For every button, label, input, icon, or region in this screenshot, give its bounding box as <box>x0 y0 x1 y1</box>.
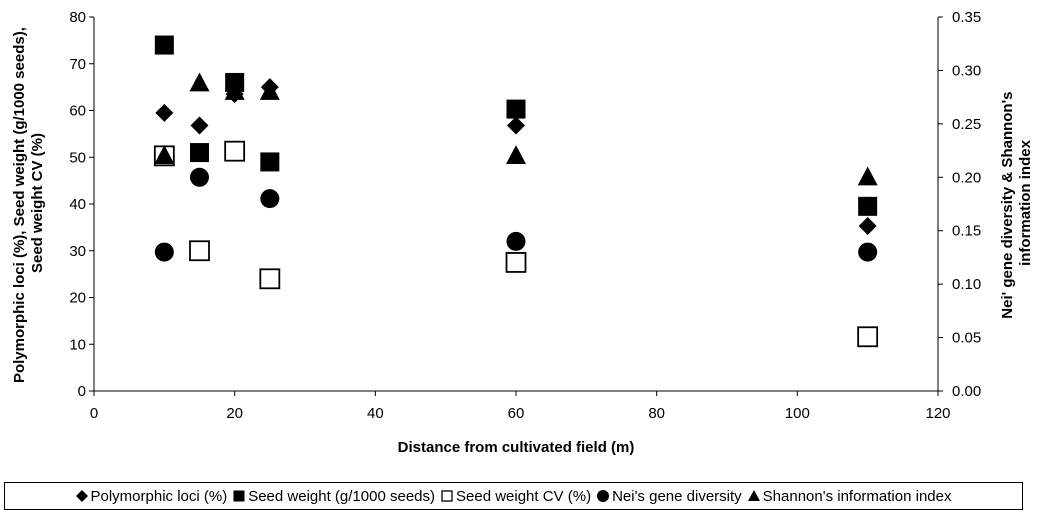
legend-square-filled <box>233 490 245 502</box>
left-y-tick-label: 60 <box>69 103 86 120</box>
x-tick-label: 60 <box>508 405 525 422</box>
data-point-square <box>154 35 174 55</box>
x-tick-label: 20 <box>226 405 243 422</box>
data-point-diamond <box>260 78 279 97</box>
data-points <box>153 35 879 348</box>
legend-label: Seed weight CV (%) <box>456 487 592 505</box>
right-y-axis-title-line2: information index <box>1017 139 1034 265</box>
data-point-square <box>190 143 209 163</box>
left-y-tick-label: 30 <box>69 243 86 260</box>
legend-marker-diamond-icon <box>75 490 88 502</box>
data-point-square <box>224 140 246 162</box>
legend-item: Polymorphic loci (%) <box>75 487 228 505</box>
legend-item: Seed weight CV (%) <box>441 488 591 505</box>
data-point-circle <box>858 242 878 262</box>
data-point-circle <box>154 242 174 262</box>
left-y-tick-label: 70 <box>69 56 86 73</box>
x-tick-label: 0 <box>90 405 98 422</box>
data-point-square <box>505 252 527 273</box>
legend-marker-circle-icon <box>597 490 610 502</box>
right-y-tick-label: 0.15 <box>952 223 981 240</box>
data-point-square <box>858 196 878 216</box>
data-point-diamond <box>507 116 525 135</box>
legend-square-open <box>441 490 453 502</box>
x-tick-label: 120 <box>925 405 950 422</box>
scatter-chart: 0 20 40 60 80 100 120 0 10 20 30 40 50 60 70 80 0.00 0.05… <box>11 9 1034 456</box>
right-y-axis-title: Nei' gene diversity & Shannon's informat… <box>999 87 1034 318</box>
legend-diamond <box>75 490 88 502</box>
legend-marker-square-filled-icon <box>233 490 245 502</box>
left-y-tick-label: 20 <box>69 290 86 307</box>
right-y-axis-title-line1: Nei' gene diversity & Shannon's <box>999 91 1016 318</box>
data-point-diamond <box>225 85 244 104</box>
series-circle-filled <box>154 167 878 262</box>
right-y-tick-label: 0.05 <box>952 330 981 347</box>
data-point-diamond <box>190 116 209 135</box>
legend-marker-square-open-icon <box>441 490 453 502</box>
data-point-circle <box>190 167 209 187</box>
x-tick-label: 40 <box>367 405 384 422</box>
series-square-open <box>153 140 879 348</box>
legend-triangle <box>747 490 760 501</box>
left-y-tick-label: 50 <box>69 149 86 166</box>
legend-label: Nei's gene diversity <box>612 487 742 505</box>
legend-item: Shannon's information index <box>747 487 952 505</box>
left-y-tick-label: 80 <box>69 9 86 26</box>
data-point-triangle <box>506 145 526 165</box>
right-y-tick-label: 0.30 <box>952 62 981 79</box>
data-point-square <box>506 99 526 119</box>
data-point-circle <box>506 231 526 251</box>
right-y-tick-label: 0.00 <box>952 383 981 400</box>
x-axis-title: Distance from cultivated field (m) <box>398 439 635 456</box>
right-y-tick-label: 0.25 <box>952 116 981 133</box>
series-square-filled <box>154 35 878 216</box>
data-point-square <box>857 326 879 348</box>
legend-item: Seed weight (g/1000 seeds) <box>233 488 435 505</box>
data-point-square <box>189 240 210 262</box>
left-y-tick-label: 40 <box>69 196 86 213</box>
data-point-diamond <box>155 103 174 122</box>
data-point-circle <box>260 189 280 209</box>
data-point-triangle <box>154 145 175 165</box>
series-diamond-filled <box>155 78 877 235</box>
legend: Polymorphic loci (%) Seed weight (g/1000 … <box>4 482 1023 510</box>
left-y-axis-title-line1: Polymorphic loci (%), Seed weight (g/100… <box>11 27 28 383</box>
left-y-axis-title: Polymorphic loci (%), Seed weight (g/100… <box>11 23 46 383</box>
data-point-square <box>260 152 280 172</box>
left-y-axis-title-line2: Seed weight CV (%) <box>29 133 46 273</box>
right-y-tick-label: 0.20 <box>952 169 981 186</box>
legend-label: Seed weight (g/1000 seeds) <box>248 487 435 505</box>
legend-item: Nei's gene diversity <box>597 488 742 505</box>
legend-label: Shannon's information index <box>762 487 952 505</box>
x-tick-label: 80 <box>648 405 665 422</box>
data-point-square <box>259 268 281 290</box>
right-y-tick-label: 0.10 <box>952 276 981 293</box>
left-y-tick-label: 10 <box>69 336 86 353</box>
x-tick-label: 100 <box>785 405 810 422</box>
legend-marker-triangle-icon <box>747 490 760 501</box>
right-y-tick-label: 0.35 <box>952 9 981 26</box>
data-point-diamond <box>858 216 877 235</box>
legend-circle <box>597 490 610 502</box>
legend-label: Polymorphic loci (%) <box>90 487 228 505</box>
data-point-triangle <box>857 166 878 186</box>
left-y-tick-label: 0 <box>78 383 86 400</box>
data-point-triangle <box>189 72 210 92</box>
axes: 0 20 40 60 80 100 120 0 10 20 30 40 50 60 70 80 0.00 0.05… <box>69 9 981 422</box>
